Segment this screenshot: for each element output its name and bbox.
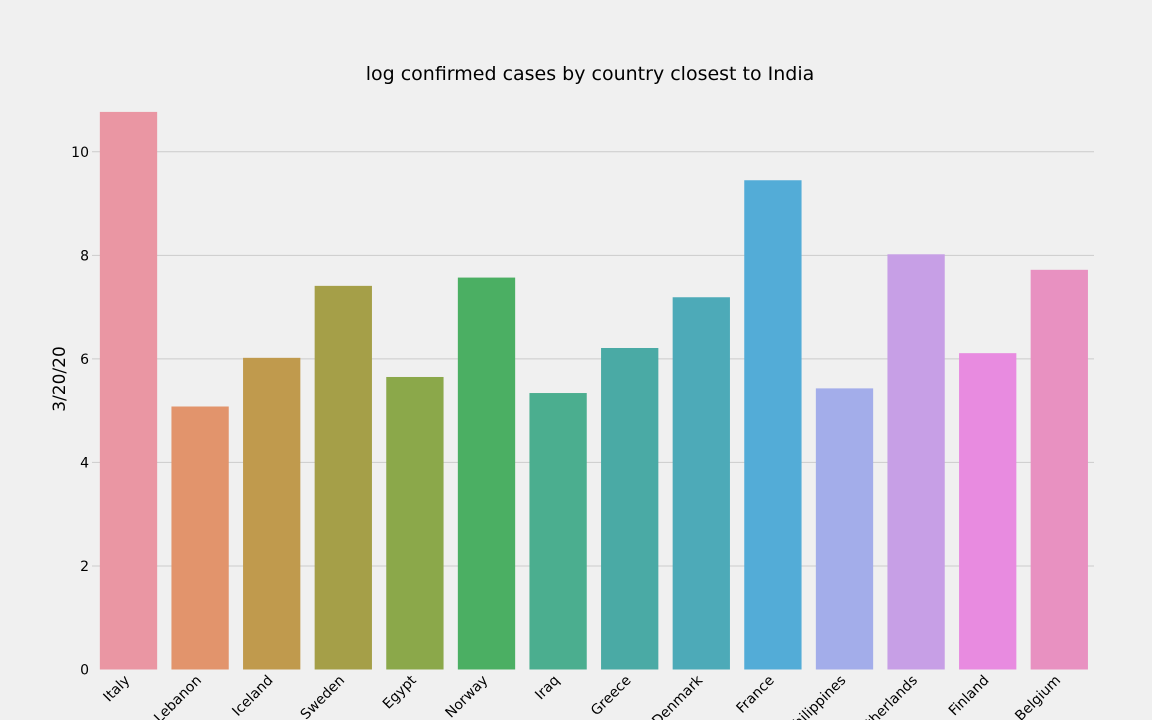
bar-iceland xyxy=(243,357,301,670)
bar-netherlands xyxy=(887,254,945,670)
y-axis-label: 3/20/20 xyxy=(50,346,70,412)
x-tick-label: Iceland xyxy=(229,673,276,720)
bar-norway xyxy=(457,277,516,670)
bar-iraq xyxy=(529,393,587,670)
bar-greece xyxy=(601,347,659,670)
bar-italy xyxy=(99,111,158,670)
bar-philippines xyxy=(815,388,874,670)
bar-france xyxy=(744,180,802,670)
chart-title: log confirmed cases by country closest t… xyxy=(366,63,815,85)
x-tick-label: Norway xyxy=(442,673,491,720)
x-tick-label: Lebanon xyxy=(151,673,205,720)
bar-belgium xyxy=(1030,269,1088,670)
x-tick-label: Philippines xyxy=(785,673,850,720)
x-tick-label: Sweden xyxy=(298,673,348,720)
x-tick-label: Egypt xyxy=(380,672,420,712)
y-tick-label: 4 xyxy=(80,455,89,471)
x-tick-label: France xyxy=(733,673,777,717)
y-tick-label: 6 xyxy=(80,352,89,368)
x-tick-label: Iraq xyxy=(532,673,563,704)
y-tick-label: 2 xyxy=(80,559,89,575)
y-tick-label: 10 xyxy=(71,145,89,161)
x-tick-label: Finland xyxy=(946,673,993,720)
y-tick-label: 8 xyxy=(80,248,89,264)
x-tick-label: Italy xyxy=(101,673,134,706)
bars xyxy=(99,111,1088,670)
bar-finland xyxy=(959,353,1017,670)
x-tick-label: Greece xyxy=(588,673,635,720)
x-tick-label: Belgium xyxy=(1012,673,1064,720)
y-tick-label: 0 xyxy=(80,663,89,679)
x-tick-labels: Italy Lebanon Iceland Sweden Egypt Norway Iraq… xyxy=(101,672,1065,720)
bar-denmark xyxy=(672,297,730,670)
bar-egypt xyxy=(386,376,444,670)
bar-lebanon xyxy=(171,406,229,670)
x-tick-label: Netherlands xyxy=(849,673,921,720)
bar-sweden xyxy=(314,285,372,670)
y-tick-labels: 0 2 4 6 8 10 xyxy=(71,145,89,679)
x-tick-label: Denmark xyxy=(649,672,706,720)
